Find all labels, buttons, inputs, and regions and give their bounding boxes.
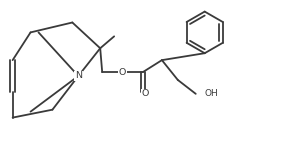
Text: O: O — [141, 89, 149, 98]
Text: O: O — [118, 68, 126, 76]
Text: OH: OH — [205, 89, 218, 98]
Text: N: N — [75, 72, 82, 81]
